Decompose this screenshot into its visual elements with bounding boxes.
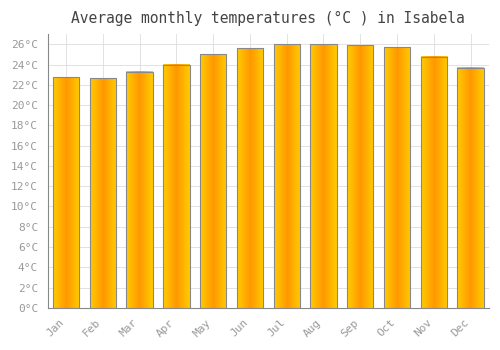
Bar <box>458 68 483 308</box>
Bar <box>126 72 153 308</box>
Title: Average monthly temperatures (°C ) in Isabela: Average monthly temperatures (°C ) in Is… <box>72 11 465 26</box>
Bar <box>384 47 410 308</box>
Bar <box>53 77 80 308</box>
Bar <box>347 46 374 308</box>
Bar <box>237 48 263 308</box>
Bar <box>163 65 190 308</box>
Bar <box>200 55 226 308</box>
Bar <box>420 57 447 308</box>
Bar <box>274 44 300 308</box>
Bar <box>90 78 116 308</box>
Bar <box>310 44 336 308</box>
